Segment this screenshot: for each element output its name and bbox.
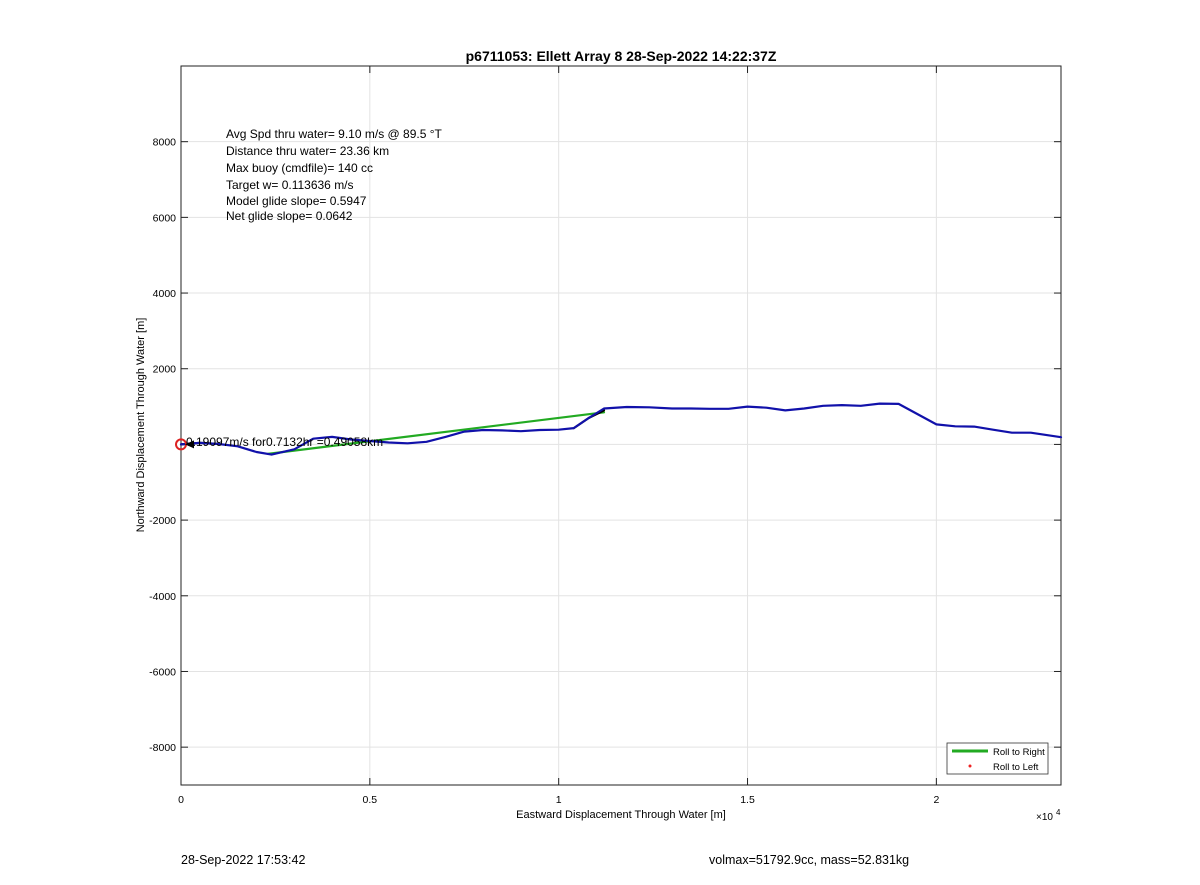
legend-label-roll-right: Roll to Right <box>993 747 1045 758</box>
series-line-0 <box>266 411 606 455</box>
footer-timestamp: 28-Sep-2022 17:53:42 <box>181 853 306 867</box>
annotation-max-buoy: Max buoy (cmdfile)= 140 cc <box>226 161 373 175</box>
annotation-target-w: Target w= 0.113636 m/s <box>226 178 354 192</box>
x-tick-label: 2 <box>933 794 939 806</box>
x-tick-label: 1 <box>556 794 562 806</box>
x-exponent-label: ×10 <box>1036 812 1053 823</box>
y-axis-label: Northward Displacement Through Water [m] <box>135 318 147 533</box>
annotation-model-glide-slope: Model glide slope= 0.5947 <box>226 194 367 208</box>
series-line-4 <box>179 402 1063 456</box>
y-tick-label: 2000 <box>153 364 177 376</box>
y-tick-label: 8000 <box>153 137 177 149</box>
series-layer <box>179 402 1063 456</box>
x-tick-label: 0.5 <box>363 794 378 806</box>
legend-swatch-roll-left <box>968 764 972 768</box>
marker-layer <box>175 438 194 451</box>
x-tick-label: 0 <box>178 794 184 806</box>
footer-vehicle-stats: volmax=51792.9cc, mass=52.831kg <box>709 853 910 867</box>
plot-area-frame <box>180 65 1062 786</box>
current-overlap-label: 0.19097m/s for0.7132hr =0.49058km <box>186 435 383 449</box>
y-tick-label: 6000 <box>153 212 177 224</box>
legend-label-roll-left: Roll to Left <box>993 762 1039 773</box>
y-tick-label: -2000 <box>149 515 176 527</box>
annotation-avg-speed: Avg Spd thru water= 9.10 m/s @ 89.5 °T <box>226 127 443 141</box>
x-exponent-power: 4 <box>1056 808 1061 817</box>
y-tick-label: -4000 <box>149 591 176 603</box>
annotation-block: Avg Spd thru water= 9.10 m/s @ 89.5 °T D… <box>226 127 443 223</box>
x-axis-label: Eastward Displacement Through Water [m] <box>516 809 726 821</box>
x-tick-label: 1.5 <box>740 794 755 806</box>
y-tick-label: 4000 <box>153 288 177 300</box>
ticks-layer: 0 0.5 1 1.5 2 -8000 -6000 -4000 -2000 2000 4000 600… <box>149 66 1061 806</box>
annotation-distance: Distance thru water= 23.36 km <box>226 144 389 158</box>
chart-title: p6711053: Ellett Array 8 28-Sep-2022 14:… <box>466 48 777 64</box>
annotation-net-glide-slope: Net glide slope= 0.0642 <box>226 209 353 223</box>
y-tick-label: -6000 <box>149 666 176 678</box>
legend-box <box>946 742 1049 775</box>
legend: Roll to Right Roll to Left <box>946 742 1049 775</box>
y-tick-label: -8000 <box>149 742 176 754</box>
heading-arrow-marker <box>185 440 194 449</box>
